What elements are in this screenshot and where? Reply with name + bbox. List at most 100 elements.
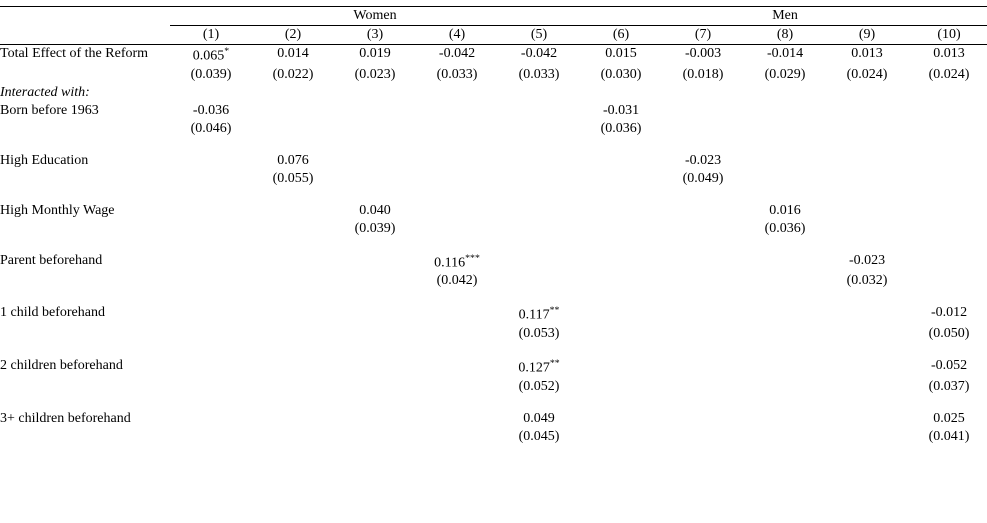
row-label xyxy=(0,66,170,84)
se-cell xyxy=(580,325,662,343)
se-cell xyxy=(826,378,908,396)
col-number: (2) xyxy=(252,26,334,45)
se-cell: (0.024) xyxy=(908,66,987,84)
estimate-cell xyxy=(744,102,826,120)
regression-table: Women Men (1) (2) (3) (4) (5) (6) (7) (8… xyxy=(0,6,987,446)
se-cell xyxy=(252,325,334,343)
se-cell xyxy=(498,170,580,188)
estimate-cell xyxy=(416,304,498,325)
estimate-cell xyxy=(580,410,662,428)
estimate-cell xyxy=(580,304,662,325)
cell xyxy=(908,84,987,102)
se-cell xyxy=(908,220,987,238)
se-cell xyxy=(744,378,826,396)
estimate-cell xyxy=(908,252,987,273)
estimate-cell xyxy=(170,152,252,170)
se-cell xyxy=(334,428,416,446)
se-cell xyxy=(416,170,498,188)
se-cell xyxy=(498,272,580,290)
estimate-cell xyxy=(662,252,744,273)
se-cell xyxy=(334,170,416,188)
estimate-cell: 0.016 xyxy=(744,202,826,220)
se-cell xyxy=(662,378,744,396)
se-cell xyxy=(826,325,908,343)
se-cell: (0.024) xyxy=(826,66,908,84)
estimate-cell: -0.023 xyxy=(826,252,908,273)
se-cell: (0.022) xyxy=(252,66,334,84)
se-cell xyxy=(252,272,334,290)
row-label xyxy=(0,120,170,138)
estimate-cell xyxy=(416,357,498,378)
se-cell: (0.037) xyxy=(908,378,987,396)
se-cell xyxy=(662,120,744,138)
estimate-cell xyxy=(662,410,744,428)
estimate-cell: 0.127** xyxy=(498,357,580,378)
estimate-cell: -0.042 xyxy=(416,45,498,66)
estimate-cell xyxy=(826,410,908,428)
se-cell xyxy=(334,120,416,138)
col-number: (8) xyxy=(744,26,826,45)
se-cell xyxy=(170,272,252,290)
estimate-cell xyxy=(416,102,498,120)
se-cell xyxy=(170,428,252,446)
se-cell: (0.055) xyxy=(252,170,334,188)
se-cell: (0.052) xyxy=(498,378,580,396)
estimate-cell: -0.023 xyxy=(662,152,744,170)
estimate-cell xyxy=(170,252,252,273)
estimate-cell xyxy=(252,102,334,120)
se-cell xyxy=(908,272,987,290)
estimate-cell xyxy=(662,304,744,325)
row-label xyxy=(0,378,170,396)
se-cell xyxy=(416,120,498,138)
estimate-cell xyxy=(826,304,908,325)
se-cell xyxy=(498,220,580,238)
estimate-cell xyxy=(334,357,416,378)
estimate-cell xyxy=(334,102,416,120)
se-cell: (0.039) xyxy=(170,66,252,84)
estimate-cell xyxy=(580,152,662,170)
se-cell xyxy=(744,170,826,188)
se-cell xyxy=(416,378,498,396)
estimate-cell: 0.014 xyxy=(252,45,334,66)
se-cell: (0.018) xyxy=(662,66,744,84)
se-cell: (0.045) xyxy=(498,428,580,446)
se-cell xyxy=(662,220,744,238)
se-cell xyxy=(908,170,987,188)
se-cell: (0.032) xyxy=(826,272,908,290)
estimate-cell xyxy=(334,252,416,273)
estimate-cell xyxy=(252,202,334,220)
se-cell xyxy=(744,428,826,446)
row-label xyxy=(0,428,170,446)
se-cell xyxy=(334,378,416,396)
estimate-cell xyxy=(744,410,826,428)
col-number: (3) xyxy=(334,26,416,45)
cell xyxy=(252,84,334,102)
col-number: (1) xyxy=(170,26,252,45)
estimate-cell xyxy=(580,357,662,378)
row-label xyxy=(0,170,170,188)
estimate-cell: -0.052 xyxy=(908,357,987,378)
estimate-cell xyxy=(170,304,252,325)
se-cell: (0.046) xyxy=(170,120,252,138)
row-born-label: Born before 1963 xyxy=(0,102,170,120)
estimate-cell: 0.065* xyxy=(170,45,252,66)
col-number: (10) xyxy=(908,26,987,45)
row-c2-label: 2 children beforehand xyxy=(0,357,170,378)
estimate-cell: -0.036 xyxy=(170,102,252,120)
cell xyxy=(498,84,580,102)
estimate-cell: 0.019 xyxy=(334,45,416,66)
estimate-cell: -0.012 xyxy=(908,304,987,325)
row-hiedu-label: High Education xyxy=(0,152,170,170)
row-label xyxy=(0,325,170,343)
row-c1-label: 1 child beforehand xyxy=(0,304,170,325)
row-parent-label: Parent beforehand xyxy=(0,252,170,273)
estimate-cell xyxy=(744,152,826,170)
estimate-cell xyxy=(662,102,744,120)
estimate-cell xyxy=(252,357,334,378)
row-label xyxy=(0,272,170,290)
estimate-cell xyxy=(826,102,908,120)
se-cell xyxy=(334,272,416,290)
estimate-cell: -0.031 xyxy=(580,102,662,120)
estimate-cell xyxy=(580,252,662,273)
se-cell: (0.029) xyxy=(744,66,826,84)
